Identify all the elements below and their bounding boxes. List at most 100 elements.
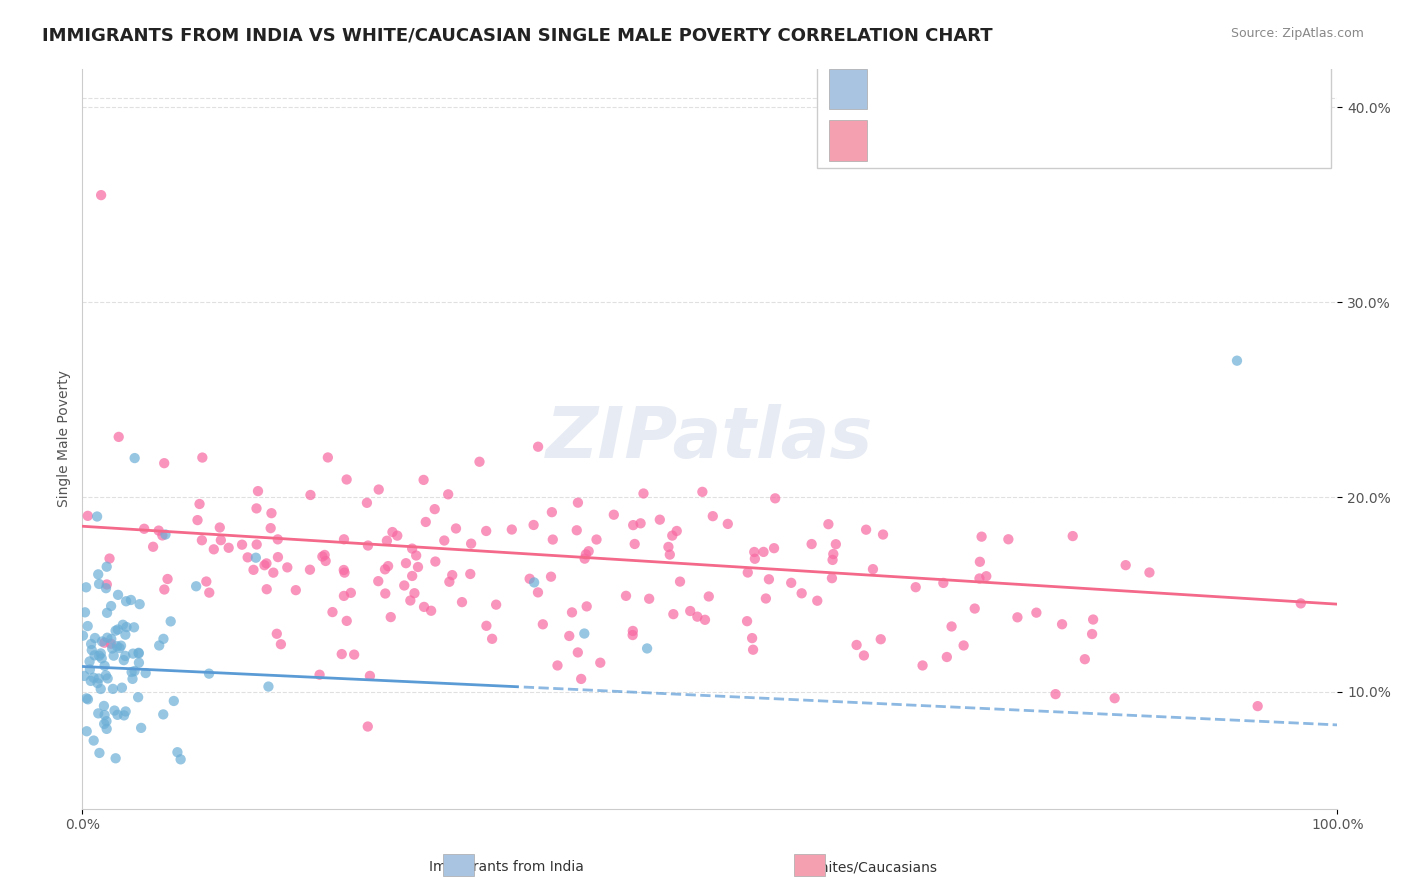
Immigrants from India (124, 664, 146, 678)
Immigrants from India (83, 733, 105, 747)
Whites/Caucasians (380, 610, 402, 624)
Whites/Caucasians (742, 545, 765, 559)
Whites/Caucasians (1025, 606, 1047, 620)
Whites/Caucasians (790, 586, 813, 600)
Whites/Caucasians (1074, 652, 1097, 666)
Immigrants from India (152, 707, 174, 722)
Whites/Caucasians (343, 648, 366, 662)
Whites/Caucasians (308, 667, 330, 681)
Whites/Caucasians (236, 550, 259, 565)
Whites/Caucasians (763, 541, 786, 556)
Whites/Caucasians (245, 501, 267, 516)
Immigrants from India (112, 708, 135, 723)
Immigrants from India (76, 691, 98, 706)
Whites/Caucasians (1139, 566, 1161, 580)
Whites/Caucasians (531, 617, 554, 632)
Whites/Caucasians (134, 522, 156, 536)
FancyBboxPatch shape (830, 69, 866, 109)
Whites/Caucasians (862, 562, 884, 576)
Immigrants from India (89, 746, 111, 760)
Whites/Caucasians (359, 669, 381, 683)
Immigrants from India (79, 655, 101, 669)
Whites/Caucasians (336, 473, 359, 487)
Whites/Caucasians (374, 586, 396, 600)
Whites/Caucasians (399, 593, 422, 607)
Immigrants from India (245, 550, 267, 565)
Immigrants from India (159, 615, 181, 629)
Immigrants from India (96, 722, 118, 736)
Whites/Caucasians (702, 509, 724, 524)
Whites/Caucasians (575, 599, 598, 614)
Whites/Caucasians (758, 572, 780, 586)
Whites/Caucasians (603, 508, 626, 522)
Whites/Caucasians (585, 533, 607, 547)
Immigrants from India (96, 631, 118, 645)
Text: ZIPatlas: ZIPatlas (546, 404, 873, 473)
Whites/Caucasians (717, 516, 740, 531)
Whites/Caucasians (284, 583, 307, 598)
Whites/Caucasians (952, 639, 974, 653)
Whites/Caucasians (638, 591, 661, 606)
Immigrants from India (114, 648, 136, 663)
Whites/Caucasians (665, 524, 688, 538)
Immigrants from India (129, 721, 152, 735)
Whites/Caucasians (333, 533, 356, 547)
Whites/Caucasians (153, 582, 176, 597)
Whites/Caucasians (540, 570, 562, 584)
Whites/Caucasians (623, 537, 645, 551)
Whites/Caucasians (541, 533, 564, 547)
Whites/Caucasians (475, 524, 498, 538)
Immigrants from India (122, 647, 145, 661)
Whites/Caucasians (741, 631, 763, 645)
Whites/Caucasians (744, 551, 766, 566)
Immigrants from India (86, 676, 108, 690)
Text: R =  -0.268   N = 195: R = -0.268 N = 195 (879, 146, 1071, 161)
Whites/Caucasians (780, 575, 803, 590)
Whites/Caucasians (567, 645, 589, 659)
Whites/Caucasians (333, 566, 356, 580)
Immigrants from India (127, 690, 149, 705)
Immigrants from India (100, 632, 122, 646)
Whites/Caucasians (904, 580, 927, 594)
Whites/Caucasians (558, 629, 581, 643)
Whites/Caucasians (974, 569, 997, 583)
Immigrants from India (103, 704, 125, 718)
Whites/Caucasians (394, 578, 416, 592)
Text: Whites/Caucasians: Whites/Caucasians (806, 860, 938, 874)
Whites/Caucasians (142, 540, 165, 554)
Whites/Caucasians (742, 642, 765, 657)
FancyBboxPatch shape (817, 62, 1331, 169)
Whites/Caucasians (333, 563, 356, 577)
Whites/Caucasians (367, 483, 389, 497)
Whites/Caucasians (260, 521, 283, 535)
Whites/Caucasians (547, 658, 569, 673)
Whites/Caucasians (941, 619, 963, 633)
Whites/Caucasians (336, 614, 359, 628)
Whites/Caucasians (242, 563, 264, 577)
Whites/Caucasians (970, 530, 993, 544)
Whites/Caucasians (357, 539, 380, 553)
Immigrants from India (135, 666, 157, 681)
Immigrants from India (115, 594, 138, 608)
Whites/Caucasians (1081, 627, 1104, 641)
Whites/Caucasians (823, 547, 845, 561)
Whites/Caucasians (657, 540, 679, 554)
Whites/Caucasians (188, 497, 211, 511)
Whites/Caucasians (1247, 699, 1270, 714)
Immigrants from India (87, 706, 110, 721)
Whites/Caucasians (575, 548, 598, 562)
Immigrants from India (86, 509, 108, 524)
Whites/Caucasians (693, 613, 716, 627)
Whites/Caucasians (737, 566, 759, 580)
Whites/Caucasians (298, 563, 321, 577)
Whites/Caucasians (451, 595, 474, 609)
Whites/Caucasians (800, 537, 823, 551)
Whites/Caucasians (270, 637, 292, 651)
Immigrants from India (186, 579, 208, 593)
Immigrants from India (76, 724, 98, 739)
Immigrants from India (93, 708, 115, 723)
Immigrants from India (120, 593, 142, 607)
Text: R =  -0.110   N =  94: R = -0.110 N = 94 (879, 95, 1071, 110)
Whites/Caucasians (96, 577, 118, 591)
Whites/Caucasians (817, 517, 839, 532)
